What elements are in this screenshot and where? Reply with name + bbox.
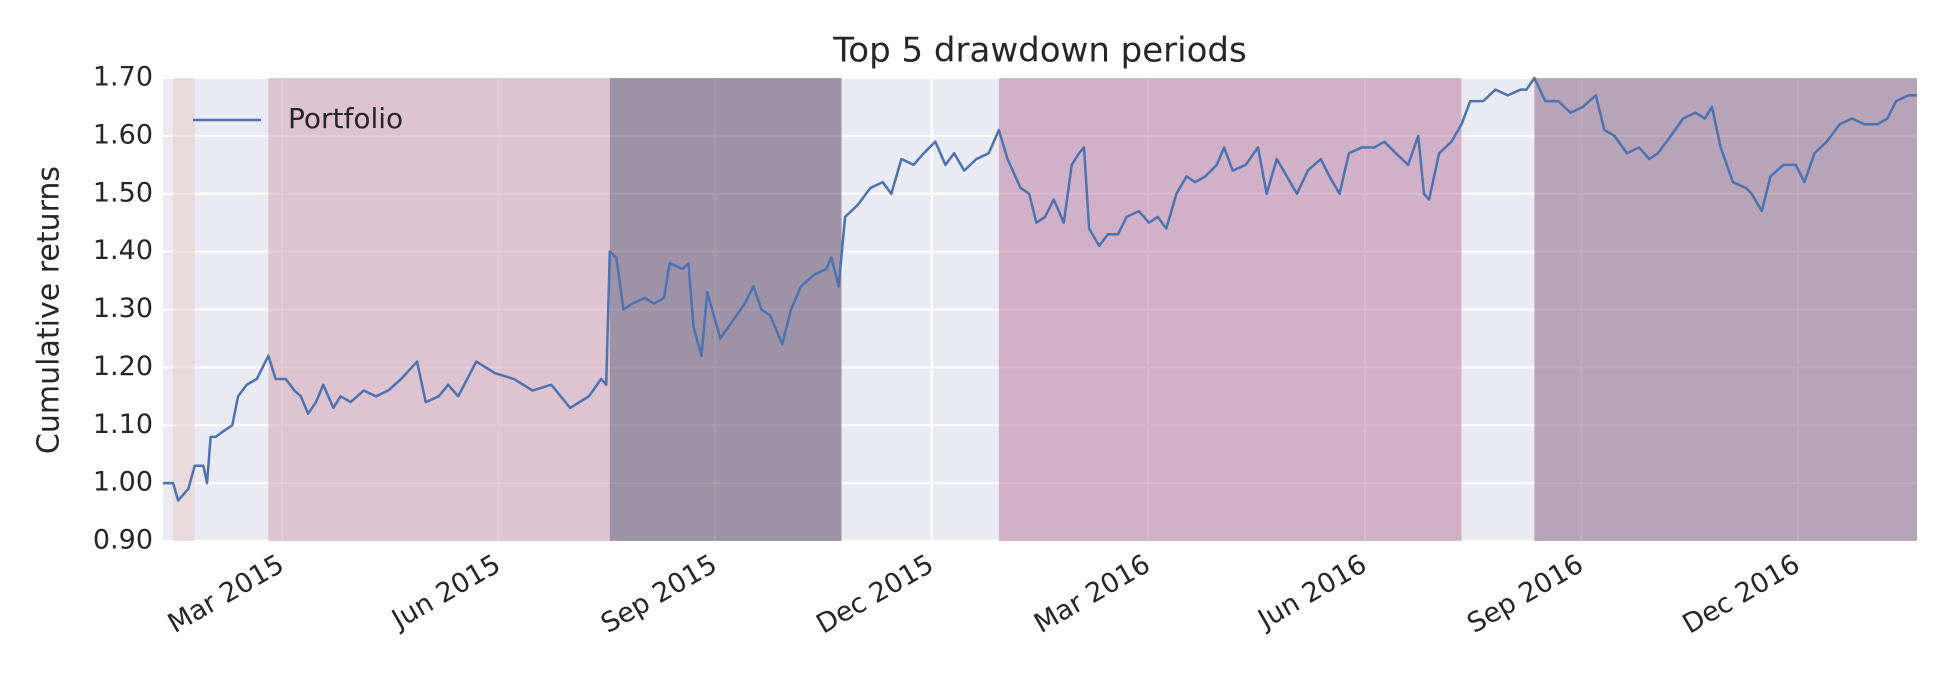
y-tick-label: 1.40 xyxy=(93,235,153,266)
chart-title: Top 5 drawdown periods xyxy=(832,31,1246,71)
drawdown-span xyxy=(998,78,1462,541)
x-tick-label: Jun 2015 xyxy=(385,549,506,637)
y-tick-label: 1.00 xyxy=(93,467,153,498)
y-tick-label: 1.30 xyxy=(93,293,153,324)
series-line xyxy=(163,76,1917,502)
x-tick-label: Sep 2015 xyxy=(596,549,723,640)
x-tick-label: Jun 2016 xyxy=(1251,549,1372,637)
y-tick-label: 1.70 xyxy=(93,62,153,93)
y-tick-label: 0.90 xyxy=(93,525,153,556)
y-axis-label: Cumulative returns xyxy=(32,166,67,454)
drawdown-span xyxy=(268,78,610,541)
legend-label: Portfolio xyxy=(288,102,403,135)
y-tick-label: 1.60 xyxy=(93,119,153,150)
y-tick-label: 1.50 xyxy=(93,177,153,208)
x-tick-label: Mar 2016 xyxy=(1029,549,1156,640)
drawdown-span xyxy=(173,78,195,541)
drawdown-span xyxy=(1534,78,1917,541)
y-tick-label: 1.20 xyxy=(93,351,153,382)
y-tick-label: 1.10 xyxy=(93,409,153,440)
drawdown-span xyxy=(609,78,842,541)
x-tick-label: Sep 2016 xyxy=(1462,549,1589,640)
x-tick-label: Mar 2015 xyxy=(163,549,290,640)
x-tick-label: Dec 2015 xyxy=(811,549,939,641)
x-tick-label: Dec 2016 xyxy=(1677,549,1805,641)
